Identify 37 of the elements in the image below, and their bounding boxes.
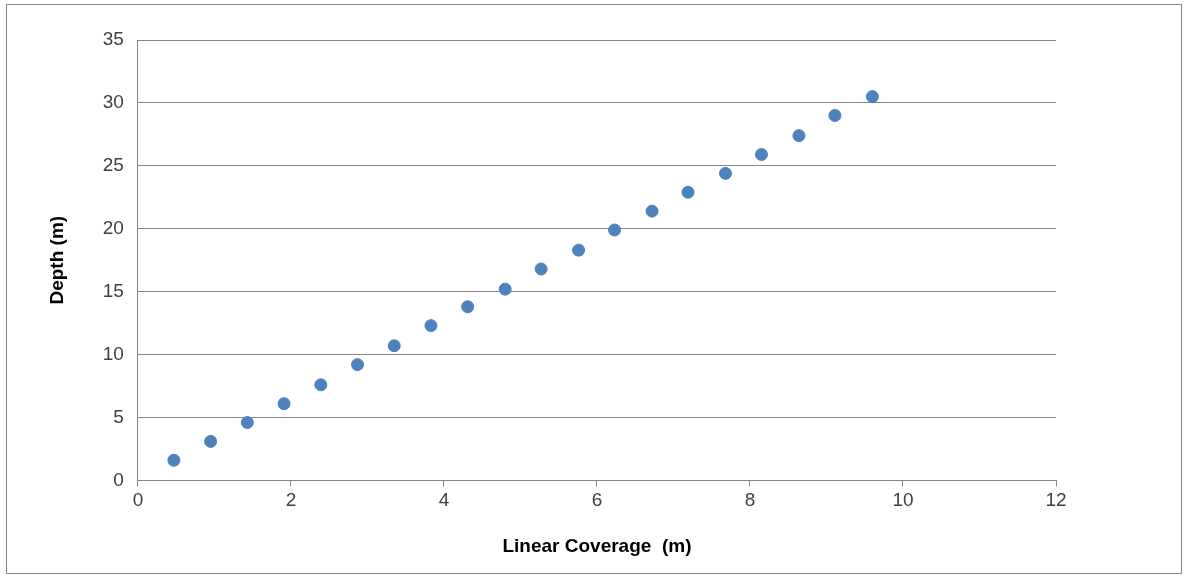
y-tick-label: 25	[102, 154, 124, 176]
point	[498, 282, 512, 296]
point	[167, 453, 181, 467]
x-tick-label: 2	[285, 489, 297, 511]
point	[387, 339, 401, 353]
x-tick-label: 12	[1045, 489, 1067, 511]
y-tick-label: 20	[102, 216, 124, 238]
x-tick-label: 10	[892, 489, 914, 511]
point	[277, 397, 291, 411]
y-tick-label: 35	[102, 28, 124, 50]
y-tick-label: 0	[113, 468, 124, 490]
point	[681, 185, 695, 199]
point	[204, 434, 218, 448]
point	[792, 129, 806, 143]
point	[534, 262, 548, 276]
y-axis-title: Depth (m)	[45, 215, 67, 305]
point	[608, 223, 622, 237]
point	[828, 109, 842, 122]
point	[754, 148, 768, 161]
point	[865, 90, 879, 104]
point	[719, 166, 732, 180]
point	[314, 378, 328, 392]
x-axis-title: Linear Coverage (m)	[502, 534, 692, 556]
point	[461, 300, 475, 314]
x-tick-label: 8	[744, 489, 756, 511]
x-tick-label: 4	[438, 489, 450, 511]
y-tick-label: 30	[102, 91, 124, 113]
point	[572, 243, 586, 257]
point	[645, 204, 659, 218]
y-tick-label: 10	[102, 342, 124, 364]
y-tick-label: 15	[102, 279, 124, 301]
x-tick-label: 6	[591, 489, 603, 511]
point	[351, 358, 365, 372]
point	[424, 319, 438, 333]
x-tick-label: 0	[132, 489, 144, 511]
y-tick-label: 5	[113, 405, 124, 427]
point	[240, 416, 254, 430]
